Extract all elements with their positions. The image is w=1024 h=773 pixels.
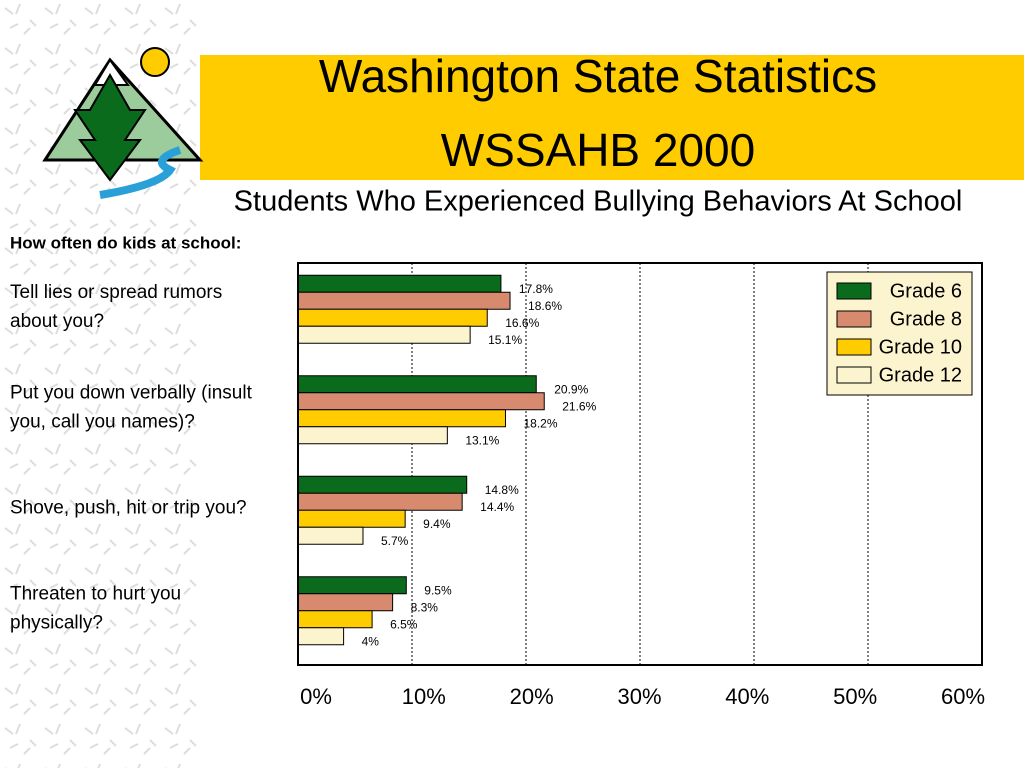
data-label: 18.6% [528, 299, 562, 313]
x-tick-label: 20% [510, 684, 554, 709]
y-tick-label: you, call you names)? [10, 411, 195, 432]
x-tick-label: 40% [725, 684, 769, 709]
data-label: 8.3% [411, 600, 439, 614]
data-label: 20.9% [554, 382, 588, 396]
data-label: 9.4% [423, 517, 451, 531]
x-tick-label: 0% [300, 684, 332, 709]
legend-label: Grade 8 [890, 308, 962, 330]
legend-swatch [836, 338, 872, 356]
y-tick-label: Shove, push, hit or trip you? [10, 497, 247, 518]
bar [297, 610, 373, 629]
bar [297, 627, 345, 646]
bar [297, 325, 471, 344]
x-tick-label: 50% [833, 684, 877, 709]
legend-label: Grade 10 [879, 336, 962, 358]
bar [297, 274, 502, 293]
legend-label: Grade 6 [890, 280, 962, 302]
data-label: 14.8% [485, 483, 519, 497]
bar [297, 509, 406, 528]
plot-frame [297, 262, 983, 666]
chart-subtitle: Students Who Experienced Bullying Behavi… [234, 186, 963, 218]
legend-swatch [836, 310, 872, 328]
data-label: 14.4% [480, 500, 514, 514]
y-tick-label: Put you down verbally (insult [10, 382, 253, 403]
data-label: 6.5% [390, 617, 418, 631]
bar [297, 392, 545, 411]
data-label: 5.7% [381, 534, 409, 548]
bar [297, 526, 364, 545]
bar [297, 375, 537, 394]
legend-label: Grade 12 [879, 364, 962, 386]
title-banner [200, 55, 1024, 180]
bar [297, 291, 511, 310]
data-label: 4% [362, 634, 380, 648]
axis-label: How often do kids at school: [10, 233, 241, 252]
bar [297, 308, 488, 327]
y-tick-label: about you? [10, 311, 104, 332]
bar [297, 475, 468, 494]
y-tick-label: Threaten to hurt you [10, 583, 181, 604]
bar [297, 593, 394, 612]
y-tick-label: physically? [10, 612, 103, 633]
x-tick-label: 10% [402, 684, 446, 709]
bar [297, 426, 448, 445]
logo [42, 47, 204, 199]
data-label: 21.6% [562, 399, 596, 413]
data-label: 15.1% [488, 333, 522, 347]
x-tick-label: 60% [941, 684, 985, 709]
bar [297, 492, 463, 511]
data-label: 16.6% [505, 316, 539, 330]
x-tick-label: 30% [617, 684, 661, 709]
legend-swatch [836, 366, 872, 384]
bar [297, 409, 506, 428]
data-label: 17.8% [519, 282, 553, 296]
chart-title: Washington State Statistics [319, 50, 877, 102]
legend-swatch [836, 282, 872, 300]
bar [297, 576, 407, 595]
data-label: 9.5% [424, 583, 452, 597]
y-tick-label: Tell lies or spread rumors [10, 282, 222, 303]
data-label: 18.2% [523, 416, 557, 430]
chart-title: WSSAHB 2000 [441, 124, 755, 176]
data-label: 13.1% [465, 433, 499, 447]
